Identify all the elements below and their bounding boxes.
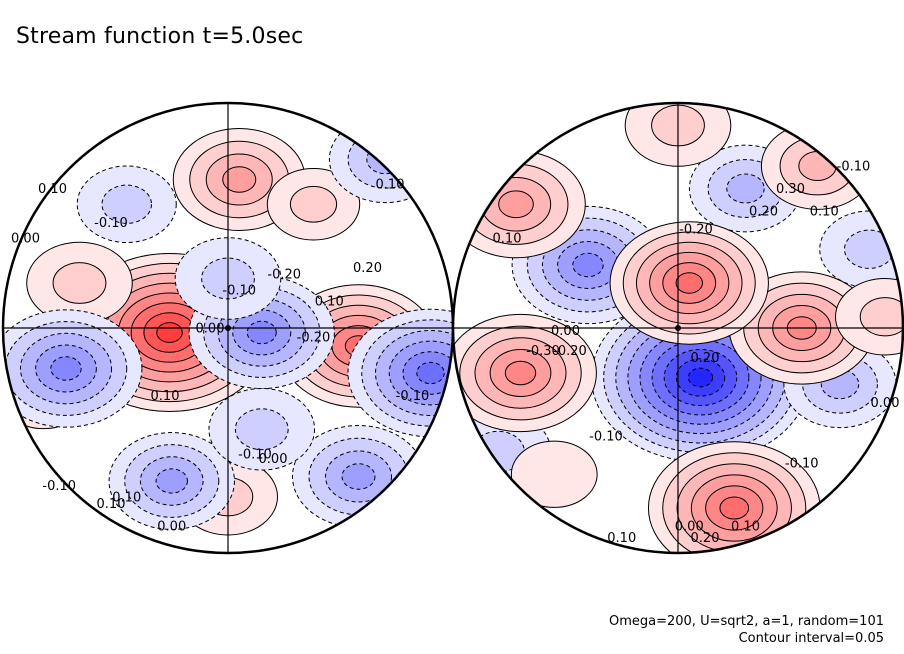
- positive-contour: [498, 190, 534, 219]
- contour-label: 0.00: [871, 396, 900, 411]
- negative-contour: [687, 367, 714, 388]
- contour-label: 0.10: [810, 205, 839, 220]
- positive-contour: [859, 297, 903, 337]
- negative-contour: [234, 408, 289, 451]
- contour-label: 0.20: [691, 351, 720, 366]
- negative-contour: [726, 173, 765, 204]
- contour-label: 0.20: [691, 531, 720, 546]
- contour-label: 0.10: [493, 232, 522, 247]
- contour-label: 0.10: [315, 295, 344, 310]
- contour-label: 0.20: [353, 261, 382, 276]
- contour-label: 0.20: [749, 205, 778, 220]
- contour-label: 0.00: [551, 324, 580, 339]
- hemisphere-outline: [451, 101, 904, 555]
- contour-label: 0.00: [157, 520, 186, 535]
- positive-contour: [156, 322, 183, 343]
- positive-contour: [289, 185, 338, 223]
- contour-label: -0.10: [396, 389, 430, 404]
- contour-label: 0.10: [112, 490, 141, 505]
- contour-label: -0.10: [238, 448, 272, 463]
- contour-label: -0.10: [589, 430, 623, 445]
- negative-contour: [101, 184, 152, 224]
- contour-label: -0.10: [785, 457, 819, 472]
- contour-label: -0.10: [837, 160, 871, 175]
- contour-label: -0.10: [94, 216, 128, 231]
- negative-contour: [844, 229, 895, 269]
- left-hemisphere: 0.10-0.100.00-0.10-0.20 0.20-0.200.10-0.1…: [1, 101, 455, 555]
- contour-label: -0.30: [526, 344, 560, 359]
- positive-contour: [504, 360, 537, 386]
- positive-contour: [798, 151, 837, 181]
- contour-label: 0.00: [675, 520, 704, 535]
- contour-label: 0.30: [776, 182, 805, 197]
- negative-contour: [50, 356, 82, 381]
- negative-contour: [155, 468, 188, 494]
- positive-contour: [52, 262, 107, 304]
- negative-contour: [246, 320, 277, 345]
- contour-label: -0.20: [267, 268, 301, 283]
- contour-label: 0.10: [607, 531, 636, 546]
- contour-label: 0.00: [196, 322, 225, 337]
- positive-contour: [719, 496, 750, 520]
- contour-label: -0.20: [553, 344, 587, 359]
- contour-field: [453, 103, 903, 553]
- negative-contour: [341, 463, 376, 490]
- parameter-note: Omega=200, U=sqrt2, a=1, random=101: [608, 614, 884, 629]
- pole-marker: [675, 325, 681, 331]
- negative-contour: [572, 252, 604, 278]
- contour-label: -0.10: [42, 479, 76, 494]
- contour-label: 0.00: [259, 452, 288, 467]
- chart-title: Stream function t=5.0sec: [16, 24, 304, 49]
- contour-label: -0.20: [297, 331, 331, 346]
- contour-label: -0.20: [679, 223, 713, 238]
- contour-label: 0.10: [38, 182, 67, 197]
- positive-contour: [675, 272, 703, 294]
- contour-interval-note: Contour interval=0.05: [738, 631, 884, 646]
- contour-label: 0.10: [151, 389, 180, 404]
- contour-label: 0.00: [11, 232, 40, 247]
- positive-contour: [222, 166, 257, 193]
- contour-label: -0.10: [222, 283, 256, 298]
- positive-contour: [510, 440, 598, 508]
- pole-marker: [225, 325, 231, 331]
- negative-contour: [366, 144, 405, 175]
- right-hemisphere: 0.10 0.00 -0.20 0.30 0.20 -0.30 0.20 0.10 -0.20 0…: [451, 101, 904, 555]
- contour-label: 0.10: [731, 520, 760, 535]
- negative-contour: [416, 361, 445, 385]
- contour-label: 0.10: [97, 497, 126, 512]
